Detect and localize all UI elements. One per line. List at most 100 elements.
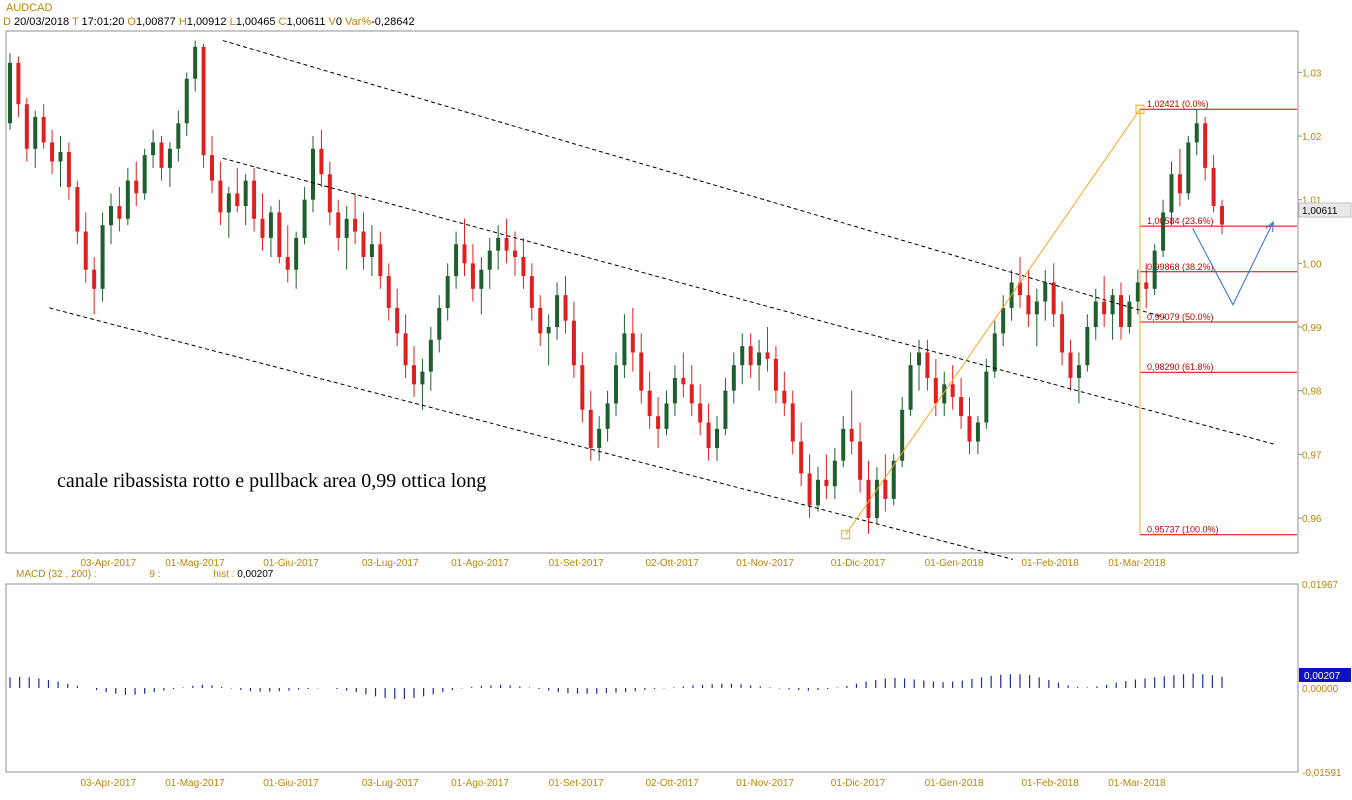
candle-body [681,377,686,385]
varpct-key: Var% [345,16,372,28]
candle-body [369,244,374,257]
candle-body [218,180,223,213]
candle-body [344,218,349,238]
candle-body [302,199,307,238]
candle-body [639,352,644,391]
candle-body [134,180,139,194]
time-tick-label: 01-Feb-2018 [1022,558,1080,569]
macd-header: MACD (32 , 200) : 9 : hist : 0,00207 [16,569,273,580]
candle-body [513,250,517,257]
candle-body [950,384,955,398]
macd-last-label: 0,00207 [1304,671,1341,682]
time-tick-label: 03-Lug-2017 [362,558,419,569]
candle-body [546,327,551,334]
candle-body [858,441,863,480]
candle-body [1051,282,1056,315]
candle-body [479,269,484,289]
candle-body [1001,307,1006,334]
time-key: T [71,16,79,28]
candle-body [83,231,88,270]
volume-value: 0 [335,16,342,28]
fib-level-label: 0,98290 (61.8%) [1147,362,1214,372]
fib-level-label: 0,95737 (100.0%) [1147,525,1219,535]
candle-body [125,180,130,219]
price-tick-label: 1,00 [1302,259,1322,270]
candle-body [184,78,189,124]
candle-body [319,148,324,175]
candle-body [311,148,315,200]
time-tick-label: 01-Ago-2017 [451,778,509,789]
candle-body [1076,365,1081,378]
candle-body [1068,352,1073,378]
candle-body [353,218,358,232]
candle-body [16,62,21,105]
candle-body [462,244,467,264]
candle-body [622,333,627,366]
candle-body [849,428,854,442]
candle-body [588,409,593,448]
candle-body [454,244,459,277]
open-value: 1,00877 [135,16,176,28]
time-tick-label: 01-Mar-2018 [1108,778,1166,789]
candle-body [142,155,147,194]
candle-body [66,151,71,187]
candle-body [201,46,206,156]
candle-body [260,218,265,238]
channel-line-upper [222,40,1165,318]
candle-body [942,384,947,404]
candle-body [992,333,997,372]
time-tick-label: 01-Feb-2018 [1022,778,1080,789]
candle-body [1127,301,1132,328]
candle-body [1060,314,1065,353]
macd-last-marker: 0,00207 [1299,668,1351,682]
candle-body [799,441,804,474]
time-tick-label: 01-Dic-2017 [831,778,886,789]
candle-body [445,276,450,308]
candle-body [933,377,938,404]
candle-body [1135,282,1140,302]
candle-body [294,237,299,270]
candle-body [504,237,509,251]
candle-body [656,416,661,429]
candle-body [900,409,905,461]
time-tick-label: 03-Apr-2017 [80,558,136,569]
time-tick-label: 02-Ott-2017 [645,558,699,569]
time-tick-label: 01-Mag-2017 [165,558,225,569]
candle-body [698,403,703,423]
candle-body [959,397,964,417]
candle-body [571,320,576,366]
macd-panel-frame [5,583,1299,773]
macd-tick-label: 0,00000 [1302,684,1339,695]
candle-body [1186,142,1191,194]
macd-params: (32 , 200) : [48,569,97,580]
price-tick-label: 0,96 [1302,514,1322,525]
candle-body [100,225,105,289]
candle-body [1110,295,1115,315]
candle-body [496,237,501,251]
candle-body [874,479,879,518]
candle-body [1220,206,1224,225]
candle-body [252,180,257,219]
time-tick-label: 03-Apr-2017 [80,778,136,789]
price-tick-label: 1,03 [1302,68,1322,79]
fib-anchor [841,104,1145,540]
low-key: L [229,16,236,28]
candle-body [1161,212,1166,251]
candle-body [1203,123,1208,168]
time-tick-label: 01-Dic-2017 [831,558,886,569]
candle-body [1102,301,1107,315]
candle-body [555,295,560,328]
candle-body [891,460,896,499]
open-key: O [127,16,136,28]
candle-body [967,416,972,442]
candle-body [1034,301,1039,315]
macd-name: MACD [16,569,46,580]
close-value: 1,00611 [286,16,326,28]
macd-axis: 0,01967 0,00000 -0,01591 [1302,580,1342,779]
time-tick-label: 01-Giu-2017 [263,558,319,569]
fib-anchor-handle [841,530,851,540]
candle-body [790,403,795,442]
price-tick-label: 0,99 [1302,323,1322,334]
candle-body [1152,250,1157,289]
